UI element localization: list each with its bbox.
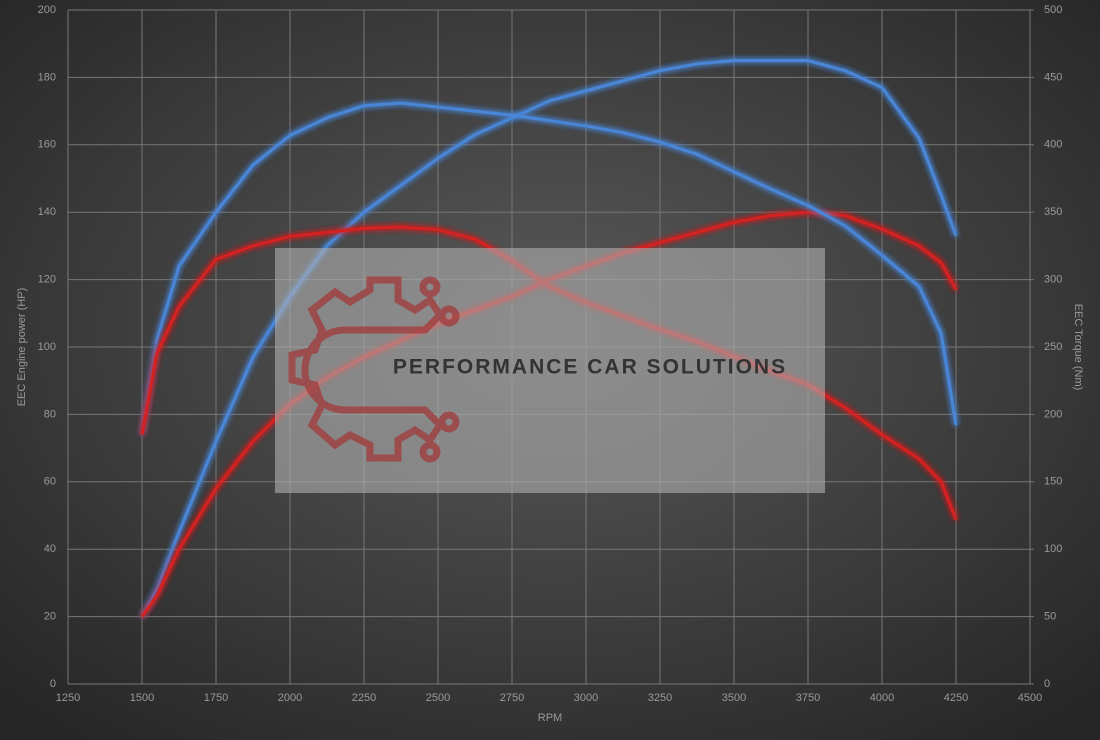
x-tick-label: 3000	[574, 692, 598, 704]
y2-tick-label: 400	[1044, 139, 1062, 151]
grid: 1250 1500 1750 2000 2250 2500 2750 3000 3250 3500…	[38, 4, 1063, 704]
y-tick-label: 20	[44, 611, 56, 623]
series-line	[140, 59, 958, 618]
x-tick-label: 3250	[648, 692, 672, 704]
x-tick-label: 3750	[796, 692, 820, 704]
x-tick-label: 4500	[1018, 692, 1042, 704]
watermark: PERFORMANCE CAR SOLUTIONS	[275, 248, 825, 493]
x-tick-label: 4000	[870, 692, 894, 704]
x-axis-title: RPM	[538, 712, 562, 724]
x-tick-label: 2750	[500, 692, 524, 704]
x-tick-label: 1750	[204, 692, 228, 704]
x-tick-label: 1500	[130, 692, 154, 704]
y-tick-label: 180	[38, 71, 56, 83]
y-tick-label: 120	[38, 274, 56, 286]
y2-tick-label: 450	[1044, 71, 1062, 83]
x-tick-label: 2500	[426, 692, 450, 704]
y-tick-label: 80	[44, 408, 56, 420]
y-tick-label: 40	[44, 543, 56, 555]
y-tick-label: 0	[50, 678, 56, 690]
x-tick-label: 2250	[352, 692, 376, 704]
x-tick-label: 2000	[278, 692, 302, 704]
y2-tick-label: 200	[1044, 408, 1062, 420]
y2-tick-label: 350	[1044, 206, 1062, 218]
y2-tick-label: 50	[1044, 611, 1056, 623]
x-tick-label: 1250	[56, 692, 80, 704]
y2-tick-label: 150	[1044, 476, 1062, 488]
y-axis-title: EEC Engine power (HP)	[16, 288, 28, 407]
y-tick-label: 60	[44, 476, 56, 488]
y-tick-label: 160	[38, 139, 56, 151]
series-line	[140, 101, 958, 435]
x-tick-label: 4250	[944, 692, 968, 704]
y2-tick-label: 500	[1044, 4, 1062, 16]
y2-tick-label: 100	[1044, 543, 1062, 555]
y2-tick-label: 250	[1044, 341, 1062, 353]
y2-tick-label: 0	[1044, 678, 1050, 690]
logo	[288, 276, 460, 463]
watermark-text: PERFORMANCE CAR SOLUTIONS	[393, 356, 787, 379]
y2-tick-label: 300	[1044, 274, 1062, 286]
y-tick-label: 200	[38, 4, 56, 16]
y2-axis-title: EEC Torque (Nm)	[1072, 304, 1084, 391]
y-tick-label: 140	[38, 206, 56, 218]
x-tick-label: 3500	[722, 692, 746, 704]
y-tick-label: 100	[38, 341, 56, 353]
